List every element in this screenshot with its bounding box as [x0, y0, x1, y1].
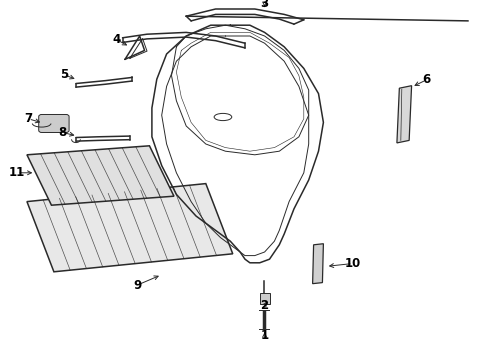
- Text: 4: 4: [113, 33, 121, 46]
- Polygon shape: [27, 146, 174, 205]
- Polygon shape: [313, 244, 323, 284]
- Text: 1: 1: [261, 329, 269, 342]
- Text: 11: 11: [9, 166, 25, 179]
- Text: 3: 3: [261, 0, 269, 10]
- Polygon shape: [397, 86, 412, 143]
- FancyBboxPatch shape: [39, 114, 69, 132]
- Text: 9: 9: [133, 279, 141, 292]
- Text: 7: 7: [24, 112, 32, 125]
- Text: 5: 5: [60, 68, 68, 81]
- Text: 8: 8: [59, 126, 67, 139]
- Polygon shape: [260, 293, 270, 304]
- Text: 2: 2: [261, 299, 269, 312]
- Text: 10: 10: [344, 257, 361, 270]
- Text: 6: 6: [422, 73, 430, 86]
- Polygon shape: [27, 184, 233, 272]
